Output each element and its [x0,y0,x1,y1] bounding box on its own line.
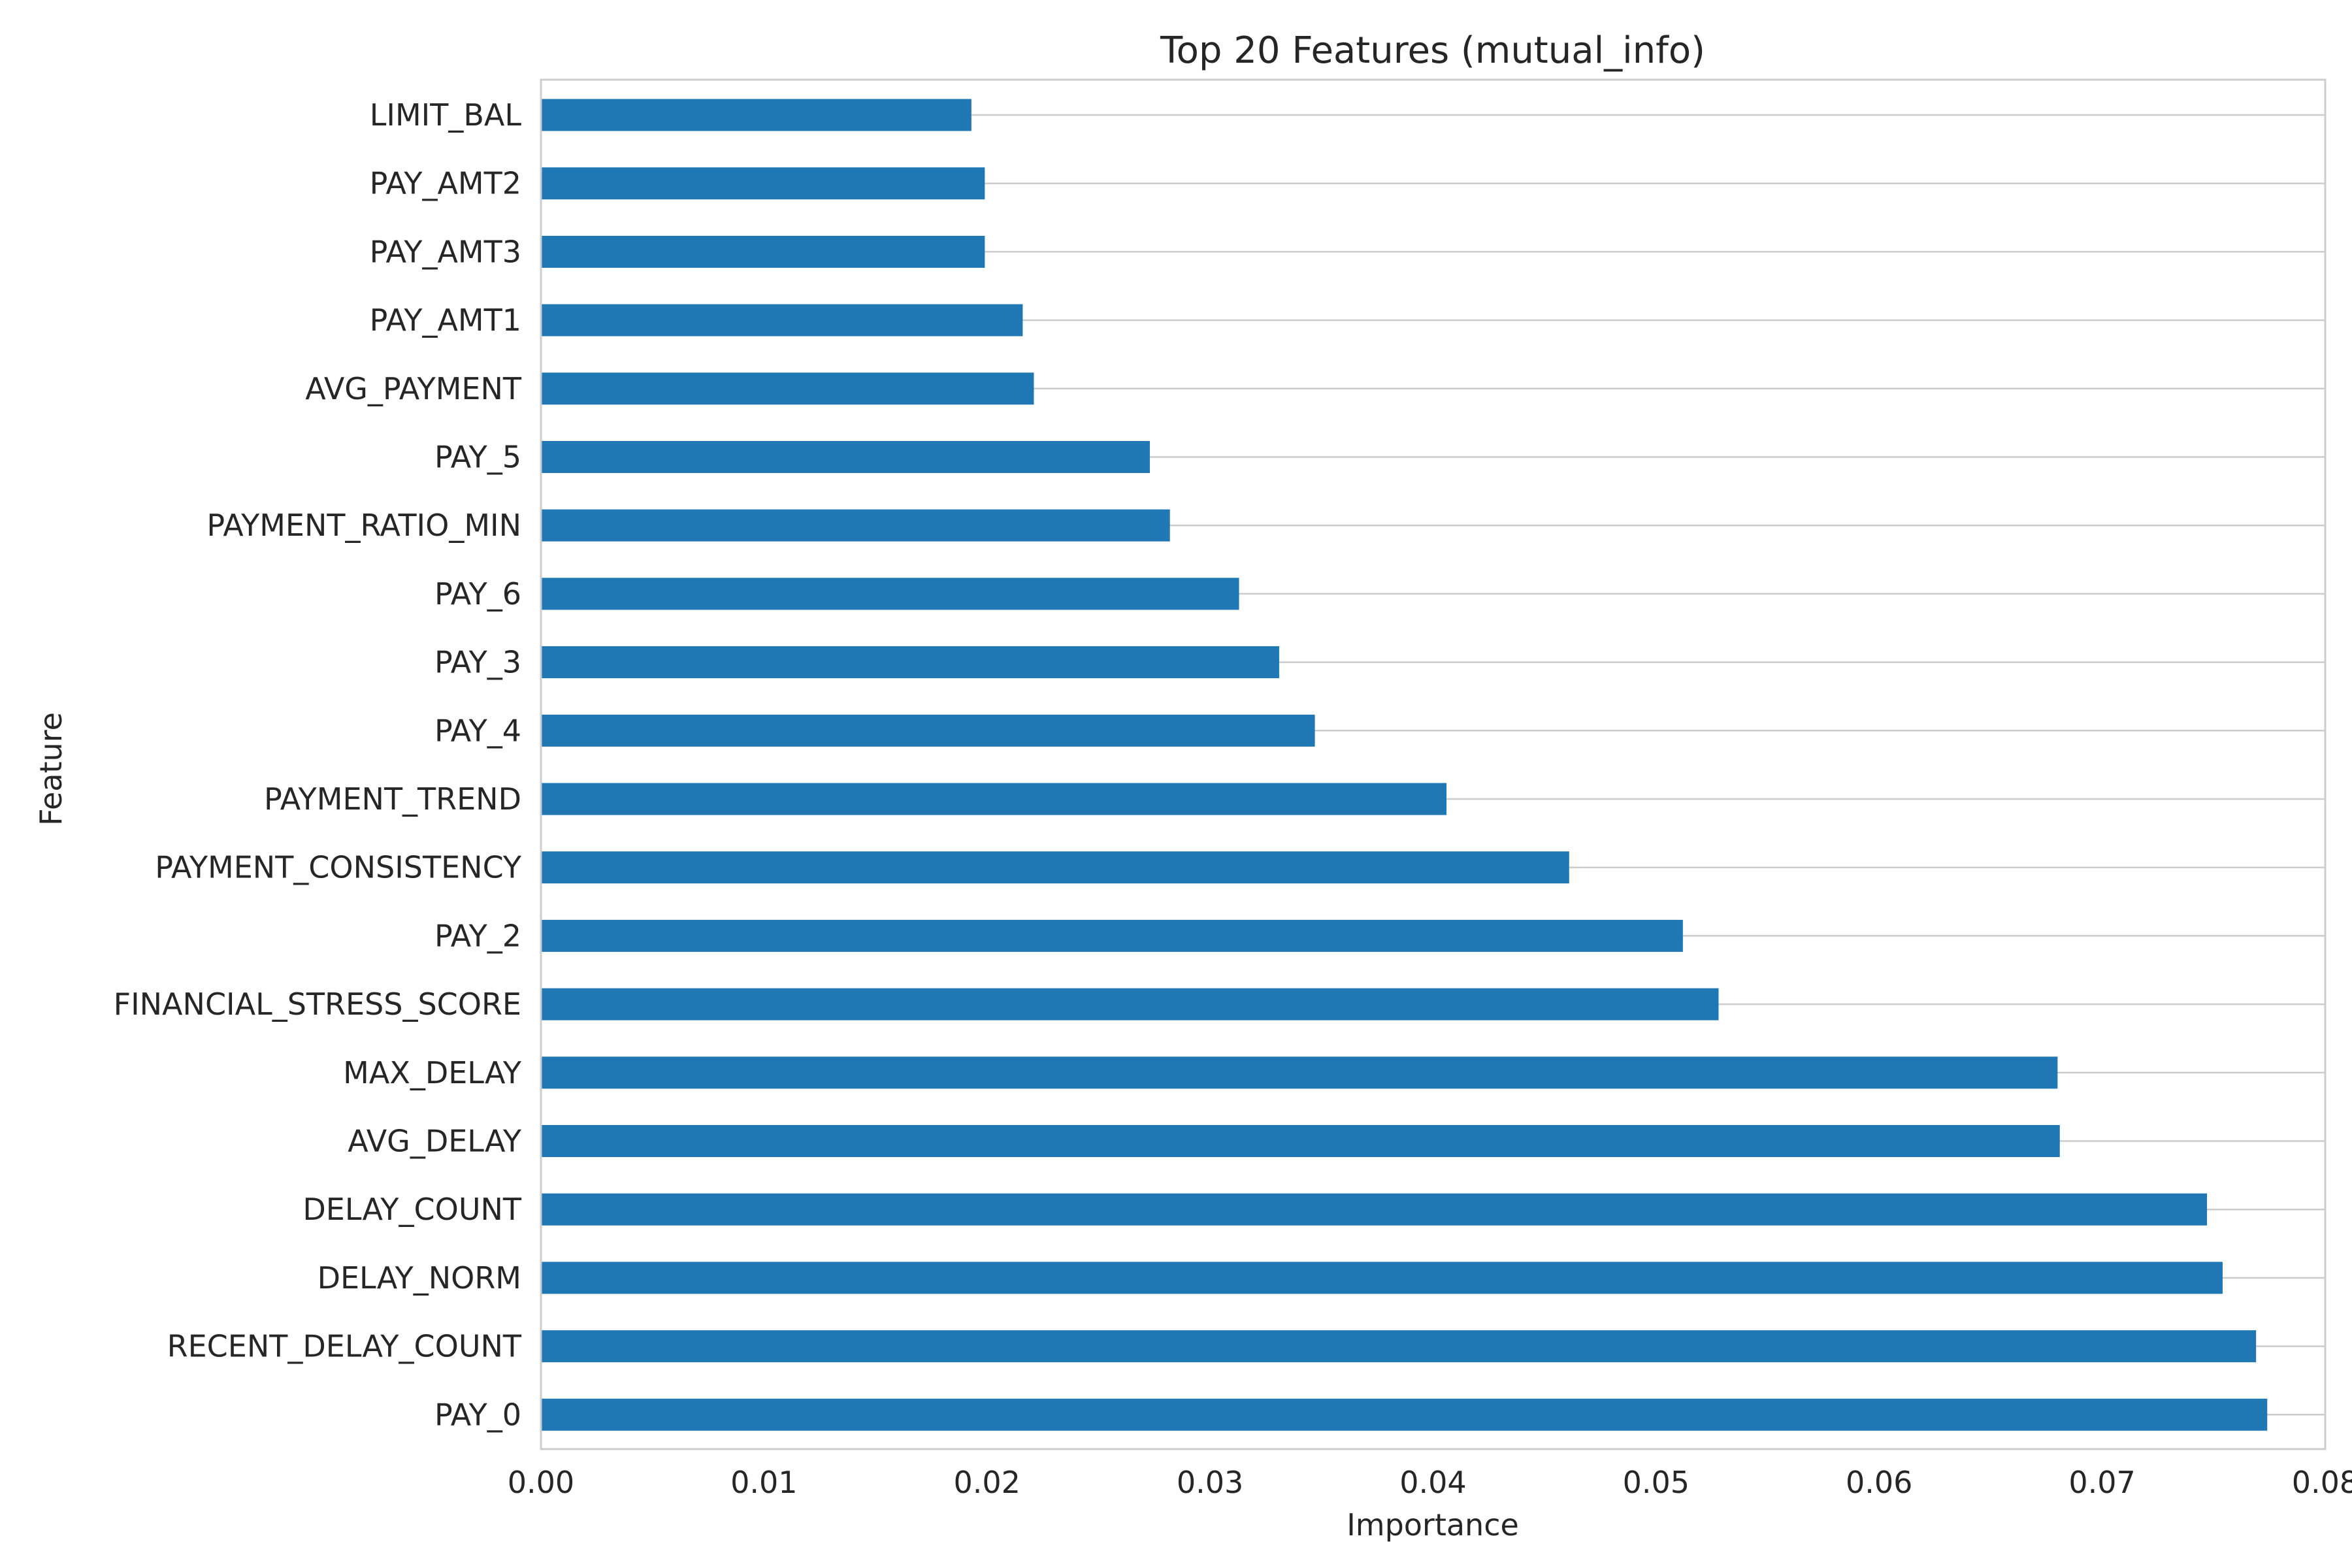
bar-avg-payment [541,372,1034,405]
x-tick-labels: 0.00 0.01 0.02 0.03 0.04 0.05 0.06 0.07 0.08 [508,1465,2352,1500]
bar-payment-consistency [541,851,1569,884]
y-tick-label: FINANCIAL_STRESS_SCORE [114,987,521,1022]
y-tick-labels: LIMIT_BAL PAY_AMT2 PAY_AMT3 PAY_AMT1 AVG_PAY… [114,97,522,1432]
y-tick-label: PAY_6 [434,576,521,612]
y-tick-label: DELAY_NORM [318,1260,521,1296]
y-tick-label: AVG_DELAY [348,1124,522,1159]
x-tick-label: 0.04 [1399,1465,1466,1500]
bar-payment-trend [541,783,1446,815]
bar-financial-stress-score [541,988,1719,1021]
y-tick-label: PAY_AMT2 [370,166,521,201]
chart-title: Top 20 Features (mutual_info) [1160,29,1705,72]
y-tick-label: MAX_DELAY [343,1055,522,1090]
x-tick-label: 0.05 [1623,1465,1690,1500]
y-tick-label: PAY_2 [434,918,521,953]
x-tick-label: 0.01 [730,1465,797,1500]
bars [541,99,2268,1431]
x-tick-label: 0.02 [954,1465,1021,1500]
x-axis-label: Importance [1347,1507,1519,1543]
y-tick-label: RECENT_DELAY_COUNT [167,1329,522,1364]
y-tick-label: PAYMENT_RATIO_MIN [206,508,521,543]
y-tick-label: DELAY_COUNT [302,1192,522,1227]
bar-delay-norm [541,1262,2223,1294]
x-tick-label: 0.03 [1177,1465,1243,1500]
bar-pay-amt1 [541,304,1023,336]
y-tick-label: PAY_AMT3 [370,234,521,269]
y-tick-label: PAY_AMT1 [370,302,521,338]
y-tick-label: PAY_4 [434,713,521,748]
bar-delay-count [541,1193,2208,1226]
bar-max-delay [541,1056,2058,1089]
bar-recent-delay-count [541,1330,2257,1363]
bar-pay-0 [541,1398,2268,1431]
bar-pay-amt3 [541,235,985,268]
y-tick-label: PAY_5 [434,440,521,475]
y-tick-label: AVG_PAYMENT [305,371,522,406]
y-axis-label: Feature [33,712,69,826]
y-tick-label: PAY_3 [434,645,521,680]
y-tick-label: LIMIT_BAL [370,97,522,133]
bar-pay-5 [541,441,1150,473]
y-tick-label: PAYMENT_CONSISTENCY [155,850,522,885]
plot-frame [540,78,2327,1450]
bar-limit-bal [541,99,972,131]
x-tick-label: 0.08 [2292,1465,2352,1500]
bar-pay-6 [541,578,1239,610]
bar-avg-delay [541,1125,2060,1157]
x-tick-label: 0.00 [508,1465,574,1500]
bar-pay-amt2 [541,167,985,200]
bar-pay-4 [541,714,1315,747]
bar-pay-3 [541,646,1279,679]
y-tick-label: PAY_0 [434,1397,521,1432]
y-tick-label: PAYMENT_TREND [264,781,521,817]
x-tick-label: 0.07 [2068,1465,2135,1500]
bar-pay-2 [541,919,1683,952]
bar-payment-ratio-min [541,509,1170,542]
x-tick-label: 0.06 [1846,1465,1912,1500]
